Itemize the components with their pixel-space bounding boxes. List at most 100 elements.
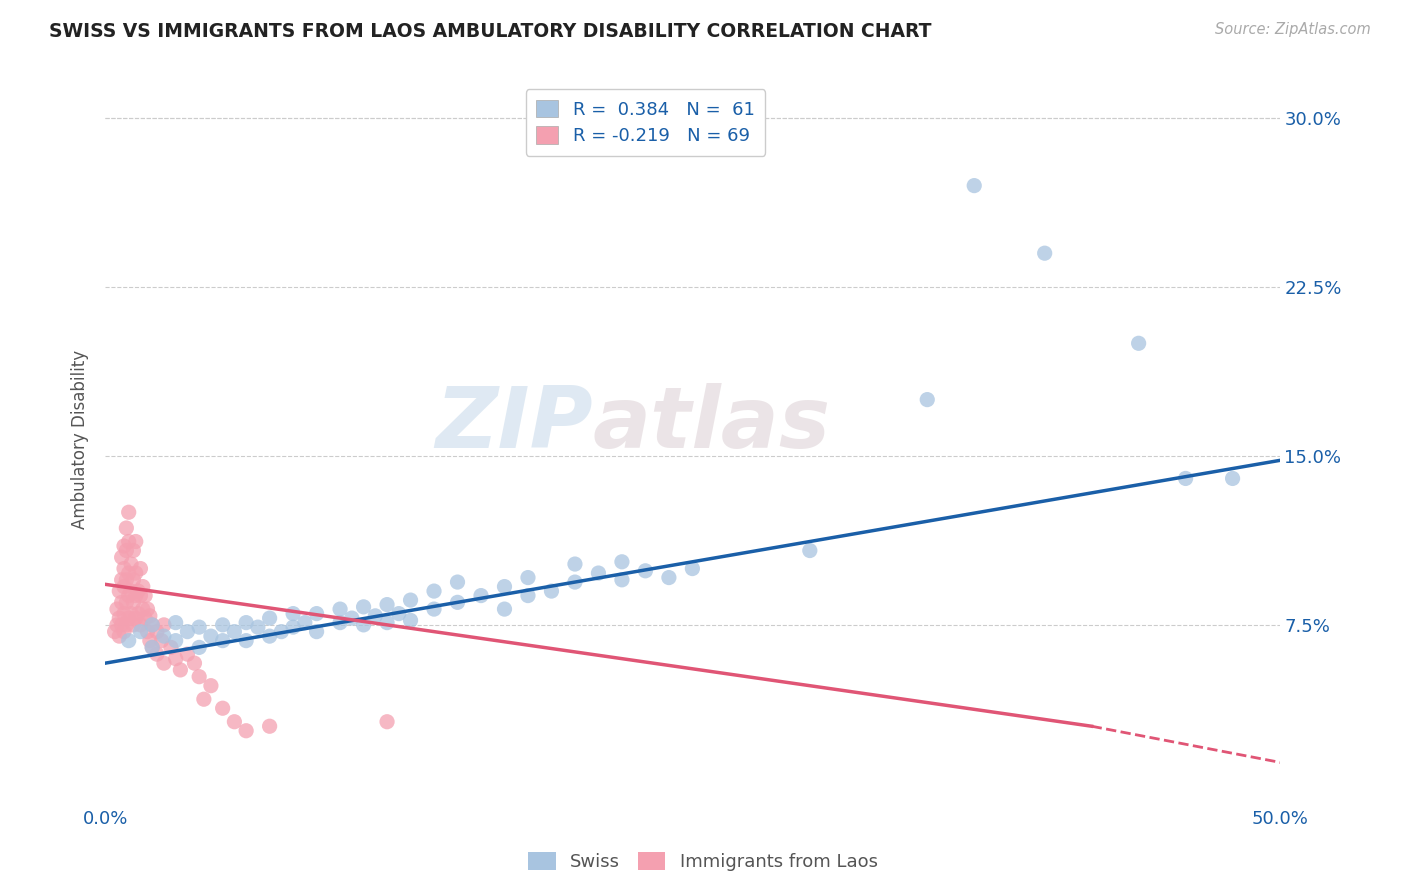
- Point: [153, 618, 176, 632]
- Y-axis label: Ambulatory Disability: Ambulatory Disability: [72, 350, 89, 529]
- Point: [129, 561, 152, 575]
- Point: [104, 624, 127, 639]
- Point: [176, 647, 198, 661]
- Point: [634, 564, 657, 578]
- Point: [235, 723, 257, 738]
- Point: [235, 615, 257, 630]
- Point: [108, 629, 131, 643]
- Point: [915, 392, 938, 407]
- Point: [132, 580, 155, 594]
- Text: atlas: atlas: [592, 383, 831, 466]
- Point: [423, 602, 446, 616]
- Point: [564, 557, 586, 571]
- Point: [165, 651, 187, 665]
- Point: [564, 575, 586, 590]
- Point: [112, 624, 135, 639]
- Point: [610, 573, 633, 587]
- Point: [115, 573, 138, 587]
- Point: [494, 602, 516, 616]
- Point: [115, 521, 138, 535]
- Point: [136, 624, 159, 639]
- Point: [125, 534, 148, 549]
- Point: [160, 640, 183, 655]
- Point: [112, 561, 135, 575]
- Point: [139, 608, 162, 623]
- Point: [364, 608, 387, 623]
- Point: [111, 618, 134, 632]
- Point: [188, 670, 211, 684]
- Point: [353, 599, 375, 614]
- Point: [176, 624, 198, 639]
- Point: [963, 178, 986, 193]
- Point: [115, 595, 138, 609]
- Point: [129, 589, 152, 603]
- Point: [125, 589, 148, 603]
- Point: [153, 656, 176, 670]
- Point: [129, 624, 152, 639]
- Point: [340, 611, 363, 625]
- Point: [112, 539, 135, 553]
- Point: [517, 570, 540, 584]
- Point: [588, 566, 610, 580]
- Point: [658, 570, 681, 584]
- Point: [281, 607, 304, 621]
- Point: [329, 615, 352, 630]
- Point: [111, 550, 134, 565]
- Point: [141, 618, 163, 632]
- Point: [105, 602, 128, 616]
- Point: [200, 679, 222, 693]
- Point: [150, 633, 173, 648]
- Point: [141, 640, 163, 655]
- Point: [353, 618, 375, 632]
- Point: [118, 633, 141, 648]
- Point: [281, 620, 304, 634]
- Point: [146, 647, 169, 661]
- Point: [270, 624, 292, 639]
- Point: [120, 557, 142, 571]
- Point: [1222, 471, 1244, 485]
- Legend: R =  0.384   N =  61, R = -0.219   N = 69: R = 0.384 N = 61, R = -0.219 N = 69: [526, 89, 765, 156]
- Point: [399, 613, 422, 627]
- Point: [165, 633, 187, 648]
- Point: [224, 714, 246, 729]
- Point: [112, 607, 135, 621]
- Point: [200, 629, 222, 643]
- Point: [193, 692, 215, 706]
- Point: [122, 543, 145, 558]
- Point: [127, 584, 149, 599]
- Point: [120, 607, 142, 621]
- Point: [246, 620, 269, 634]
- Point: [470, 589, 492, 603]
- Point: [446, 595, 468, 609]
- Point: [211, 633, 233, 648]
- Point: [211, 701, 233, 715]
- Point: [118, 589, 141, 603]
- Text: SWISS VS IMMIGRANTS FROM LAOS AMBULATORY DISABILITY CORRELATION CHART: SWISS VS IMMIGRANTS FROM LAOS AMBULATORY…: [49, 22, 932, 41]
- Point: [125, 566, 148, 580]
- Point: [388, 607, 411, 621]
- Point: [375, 598, 398, 612]
- Point: [115, 543, 138, 558]
- Point: [305, 624, 328, 639]
- Point: [375, 714, 398, 729]
- Point: [188, 620, 211, 634]
- Point: [681, 561, 703, 575]
- Point: [112, 580, 135, 594]
- Point: [141, 640, 163, 655]
- Point: [517, 589, 540, 603]
- Point: [294, 615, 316, 630]
- Point: [122, 618, 145, 632]
- Point: [259, 629, 281, 643]
- Point: [224, 624, 246, 639]
- Point: [1128, 336, 1150, 351]
- Point: [120, 584, 142, 599]
- Point: [132, 602, 155, 616]
- Point: [118, 566, 141, 580]
- Point: [115, 618, 138, 632]
- Point: [118, 505, 141, 519]
- Point: [235, 633, 257, 648]
- Point: [118, 611, 141, 625]
- Point: [259, 719, 281, 733]
- Point: [540, 584, 562, 599]
- Point: [610, 555, 633, 569]
